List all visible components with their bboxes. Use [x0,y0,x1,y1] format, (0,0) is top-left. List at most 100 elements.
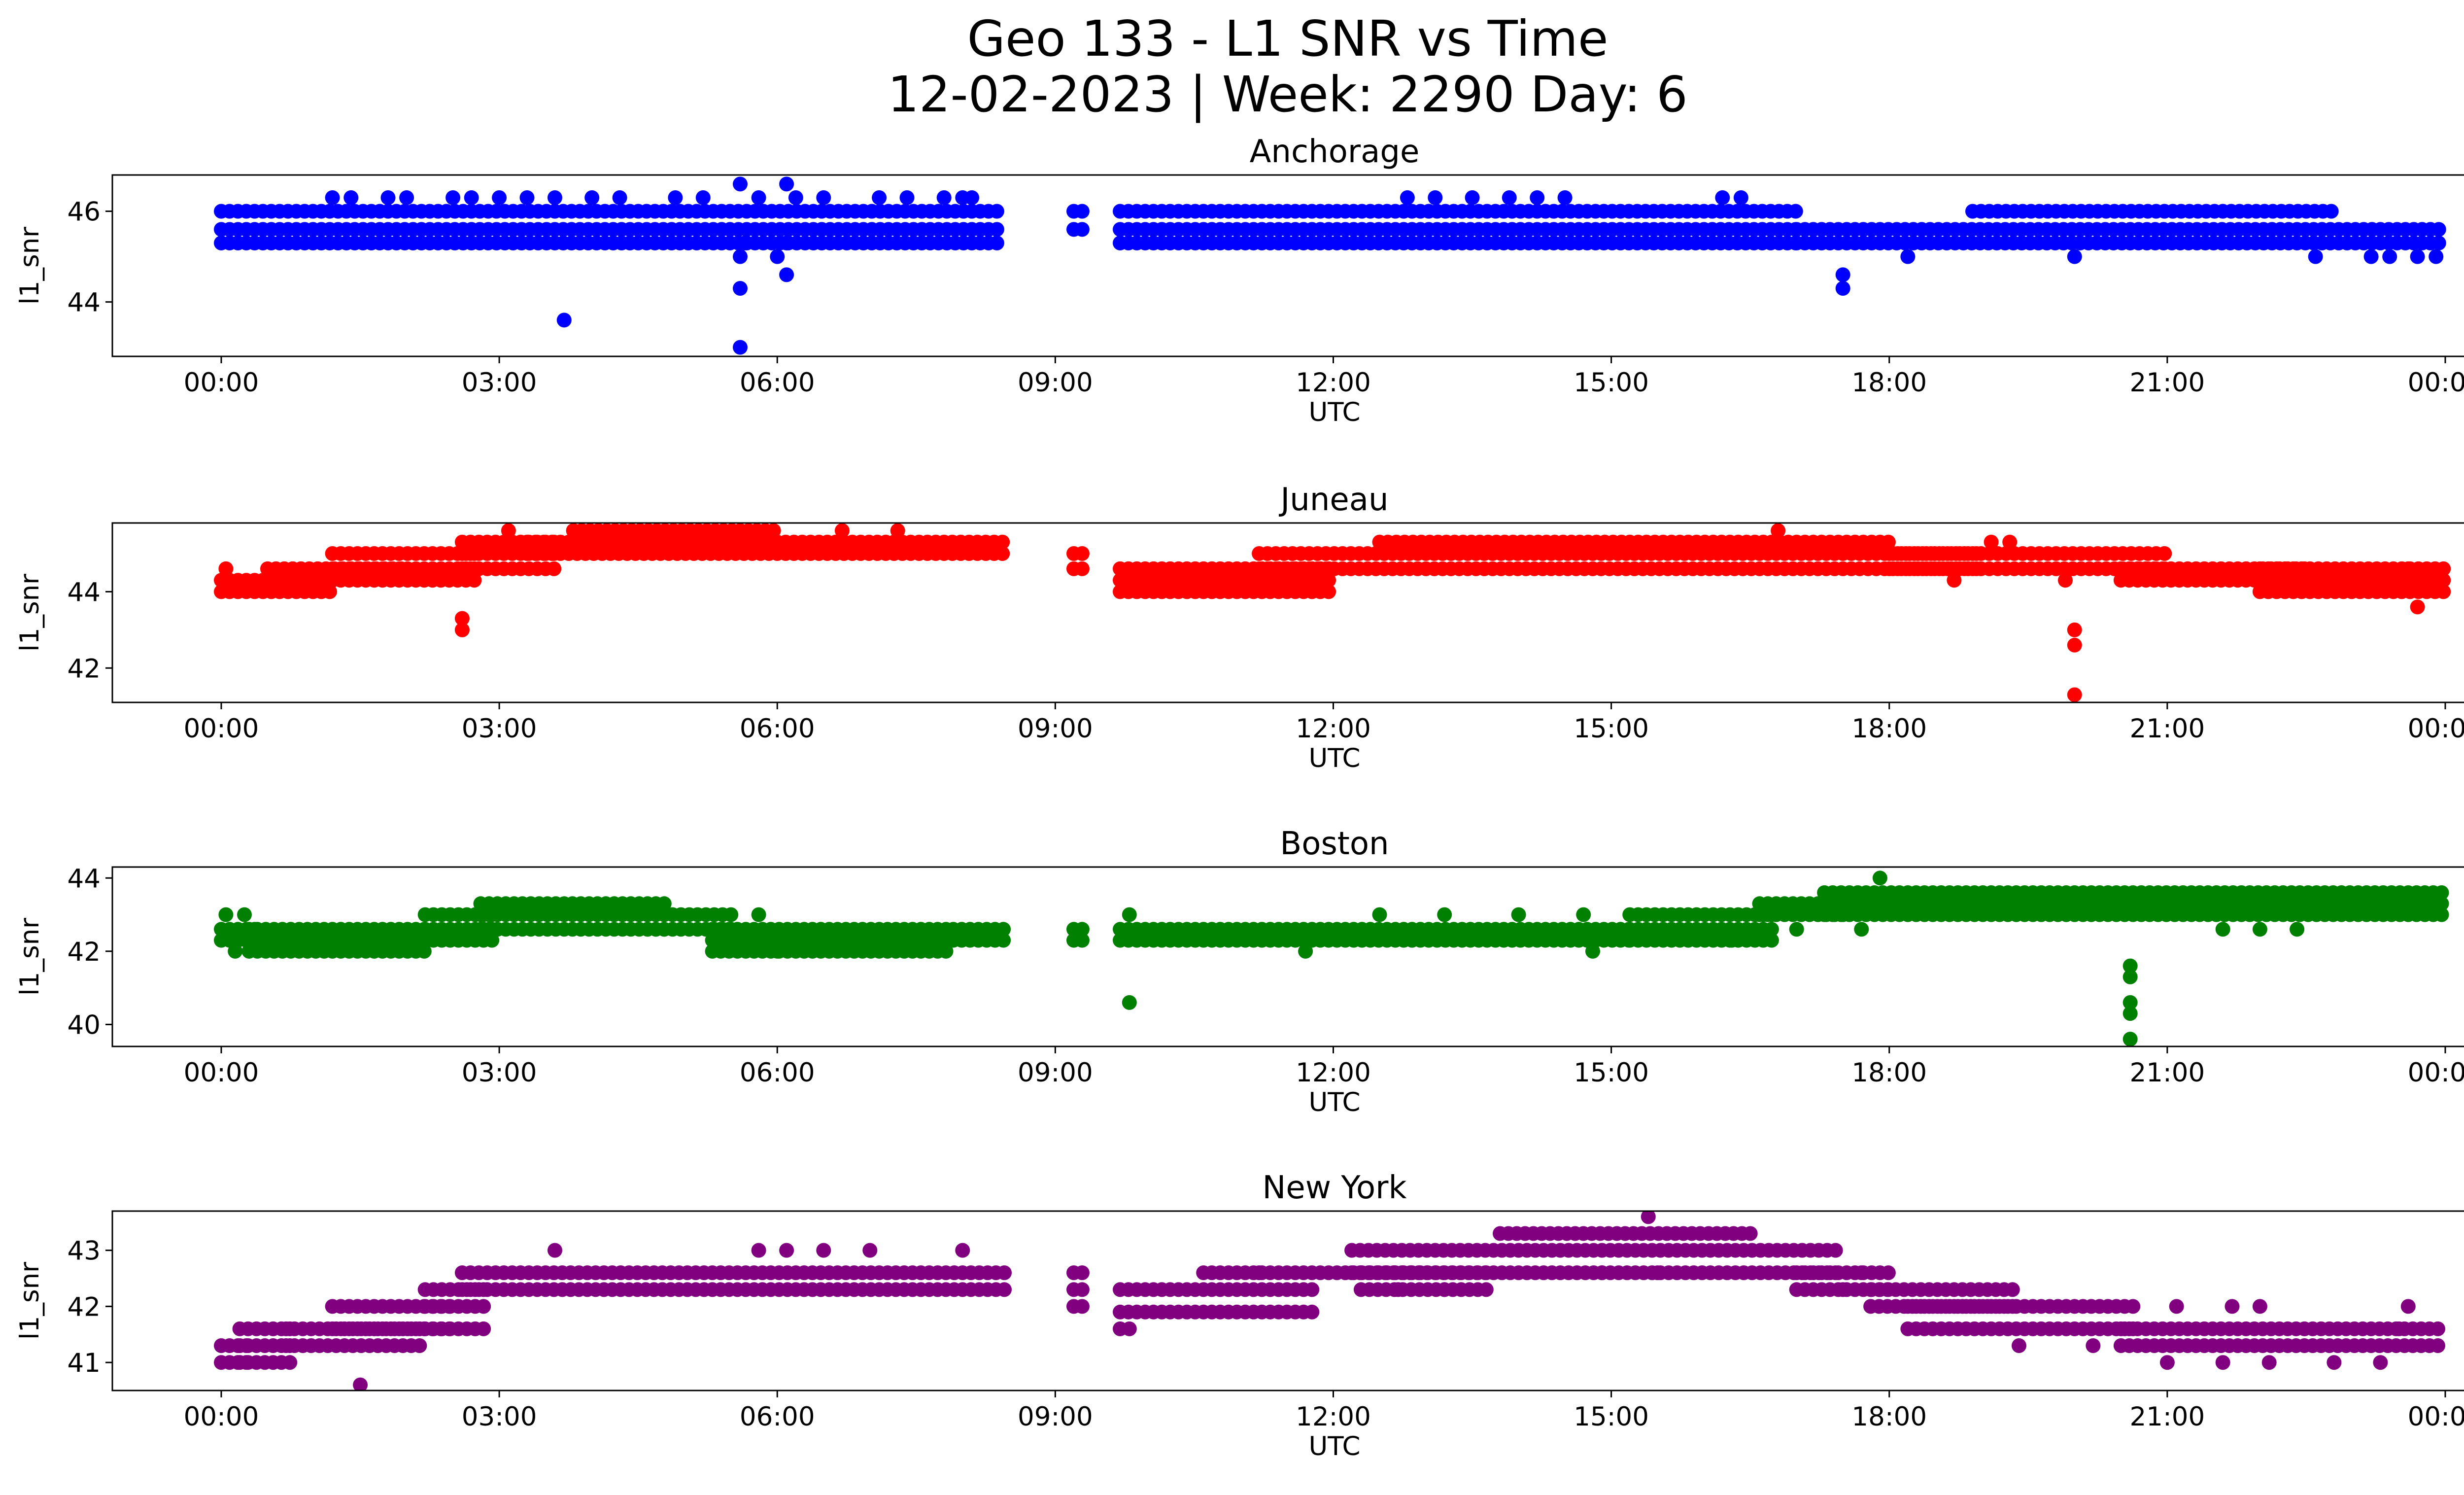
data-point [343,190,359,205]
data-point [2429,249,2444,264]
x-tick-label: 18:00 [1851,368,1927,398]
x-tick-label: 12:00 [1296,368,1371,398]
panel-juneau: 00:00 03:00 06:00 09:00 12:00 15:00 18:00 21:00… [15,482,2464,773]
data-point [872,190,887,205]
x-tick-label: 09:00 [1018,1402,1093,1432]
data-point [1074,1282,1090,1297]
data-point [2308,249,2323,264]
data-point [1715,190,1730,205]
data-point [416,943,432,959]
data-point [2324,204,2339,219]
data-point [454,611,470,626]
data-point [737,236,753,250]
x-tick-label: 00:00 [2408,714,2464,744]
y-axis-label: l1_snr [15,918,45,996]
data-point [997,1282,1012,1297]
x-tick-label: 09:00 [1018,1058,1093,1088]
data-point [476,1299,491,1314]
data-point [454,622,470,637]
x-tick-label: 18:00 [1851,1058,1927,1088]
x-tick-label: 21:00 [2130,1058,2205,1088]
data-point [997,1265,1012,1281]
data-point [2290,922,2305,937]
x-tick-label: 00:00 [184,368,259,398]
data-point [2224,1299,2240,1314]
x-axis-label: UTC [1308,743,1360,773]
x-tick-label: 06:00 [740,368,815,398]
y-tick-label: 46 [68,197,101,227]
panel-title: Juneau [1278,482,1388,518]
data-point [2067,687,2082,702]
data-point [2122,969,2138,984]
data-point [989,222,1004,237]
data-point [2012,1338,2026,1353]
data-point [467,573,482,588]
x-tick-label: 15:00 [1574,1402,1649,1432]
data-point [1743,1226,1758,1241]
data-point [218,907,234,922]
data-point [1074,204,1090,219]
data-point [834,523,850,538]
data-point [733,281,748,296]
data-point [2122,995,2138,1010]
data-point [2392,1321,2406,1336]
data-point [1465,190,1480,205]
data-point [723,907,739,922]
data-point [1122,995,1137,1010]
data-point [899,190,915,205]
data-point [1835,281,1850,296]
data-point [2400,561,2416,576]
x-tick-label: 00:00 [2408,368,2464,398]
x-tick-label: 06:00 [740,714,815,744]
data-point [1585,943,1600,959]
x-tick-label: 18:00 [1851,1402,1927,1432]
data-point [1733,190,1748,205]
data-point [1400,190,1415,205]
data-point [2058,573,2073,588]
y-tick-label: 44 [68,577,101,607]
data-point [2215,922,2230,937]
x-tick-label: 03:00 [462,1402,537,1432]
panel-title: Boston [1280,826,1389,862]
data-point [779,176,794,192]
plot-frame [111,1210,2464,1391]
data-point [1372,907,1387,922]
data-points [214,870,2449,1046]
x-tick-label: 00:00 [184,1058,259,1088]
panel-anchorage: 00:00 03:00 06:00 09:00 12:00 15:00 18:00 21:00… [15,134,2464,427]
data-point [548,190,562,205]
x-tick-label: 03:00 [462,714,537,744]
panel-title: Anchorage [1250,134,1420,170]
data-point [2122,958,2138,973]
y-axis-label: l1_snr [15,227,45,305]
data-point [964,190,980,205]
data-point [2436,573,2451,588]
data-point [2382,249,2397,264]
data-point [2436,584,2451,599]
data-points [214,176,2446,355]
y-tick-label: 42 [68,1292,101,1322]
data-point [612,190,627,205]
data-point [1437,1282,1452,1297]
data-point [2005,1282,2020,1297]
figure-title-line-1: Geo 133 - L1 SNR vs Time [967,10,1608,68]
data-point [816,190,831,205]
data-point [1391,1282,1406,1297]
data-point [779,1243,794,1258]
data-point [2252,1299,2267,1314]
x-tick-label: 06:00 [740,1058,815,1088]
data-point [1557,190,1573,205]
x-tick-label: 12:00 [1296,714,1371,744]
x-tick-label: 21:00 [2130,1402,2205,1432]
data-point [2410,249,2425,264]
data-point [890,523,905,538]
data-point [733,176,748,192]
data-point [2125,1299,2141,1314]
data-point [1478,1282,1494,1297]
data-point [1594,1265,1609,1281]
x-tick-label: 00:00 [2408,1058,2464,1088]
data-point [1530,190,1545,205]
data-point [2373,1355,2388,1370]
panel-new-york: 00:00 03:00 06:00 09:00 12:00 15:00 18:00 21:00… [15,1170,2464,1461]
